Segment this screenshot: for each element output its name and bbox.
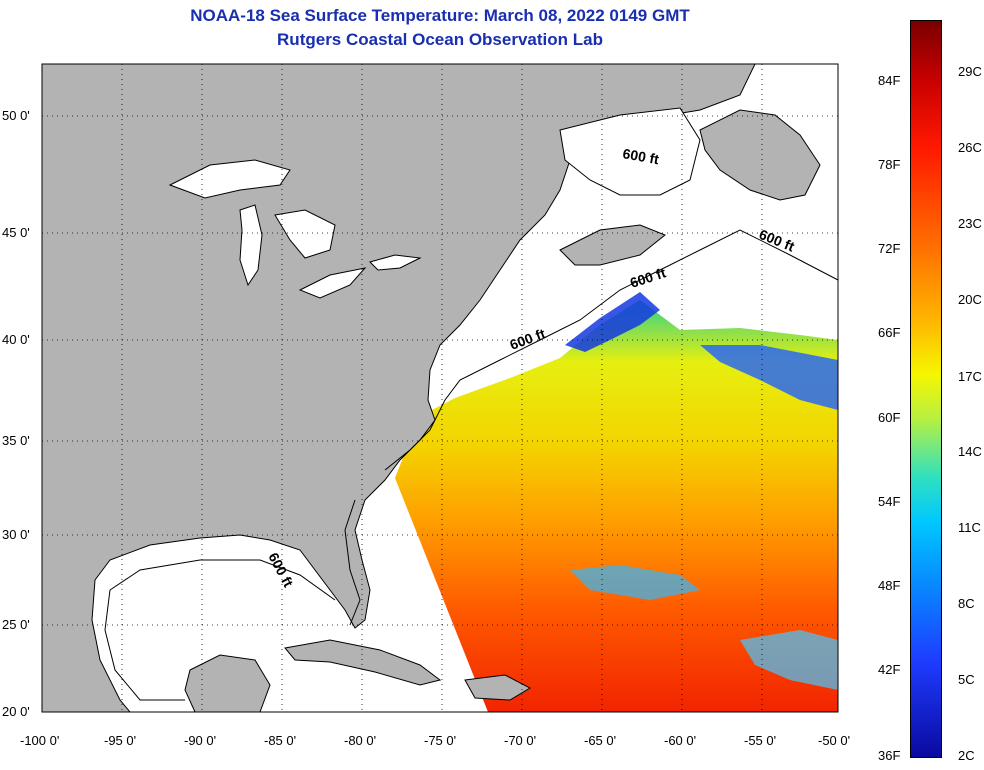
lon-label: -80 0' (344, 733, 377, 748)
cold-water-patch (700, 345, 838, 410)
map-title: NOAA-18 Sea Surface Temperature: March 0… (190, 6, 690, 25)
depth-contour-line (344, 499, 361, 626)
north-america-land (42, 64, 756, 712)
lat-label: 30 0' (2, 527, 30, 542)
sst-swath (395, 300, 838, 712)
temperature-colorbar (910, 20, 942, 758)
lon-label: -75 0' (424, 733, 457, 748)
colorbar-c-label: 23C (958, 216, 982, 231)
lat-label: 45 0' (2, 225, 30, 240)
lon-label: -60 0' (664, 733, 697, 748)
map-frame (41, 63, 839, 713)
cold-water-patch (565, 292, 660, 352)
colorbar-c-label: 8C (958, 596, 975, 611)
colorbar-c-label: 20C (958, 292, 982, 307)
nova-scotia-land (559, 224, 666, 266)
lon-label: -100 0' (20, 733, 60, 748)
lat-label: 40 0' (2, 332, 30, 347)
lon-label: -65 0' (584, 733, 617, 748)
colorbar-f-label: 84F (878, 73, 901, 88)
yucatan-land (184, 654, 271, 712)
colorbar-f-label: 72F (878, 241, 901, 256)
cool-water-patch (740, 630, 838, 690)
hispaniola-land (464, 674, 532, 701)
lake-ontario (369, 254, 422, 271)
lake-michigan (239, 204, 263, 287)
depth-contour-line (104, 559, 336, 701)
lon-label: -95 0' (104, 733, 137, 748)
st-lawrence-gulf (559, 107, 701, 196)
colorbar-c-label: 14C (958, 444, 982, 459)
depth-contour-line (384, 229, 838, 471)
cool-water-patch (570, 565, 700, 600)
colorbar-c-label: 2C (958, 748, 975, 763)
map-grid (42, 64, 838, 712)
lake-huron (274, 209, 336, 259)
colorbar-c-label: 17C (958, 369, 982, 384)
colorbar-c-label: 29C (958, 64, 982, 79)
lat-label: 50 0' (2, 108, 30, 123)
lon-label: -70 0' (504, 733, 537, 748)
lon-label: -55 0' (744, 733, 777, 748)
contour-label: 600 ft (621, 145, 660, 167)
colorbar-f-label: 48F (878, 578, 901, 593)
colorbar-f-label: 60F (878, 410, 901, 425)
lake-superior (168, 159, 291, 199)
lat-label: 25 0' (2, 617, 30, 632)
lat-label: 35 0' (2, 433, 30, 448)
lon-label: -85 0' (264, 733, 297, 748)
lat-label: 20 0' (2, 704, 30, 719)
colorbar-c-label: 26C (958, 140, 982, 155)
colorbar-f-label: 36F (878, 748, 901, 763)
colorbar-c-label: 11C (958, 520, 981, 535)
cuba-land (284, 639, 442, 686)
lon-label: -90 0' (184, 733, 217, 748)
colorbar-f-label: 42F (878, 662, 901, 677)
newfoundland-land (699, 109, 821, 201)
lon-label: -50 0' (818, 733, 851, 748)
lake-erie (298, 267, 367, 299)
colorbar-f-label: 66F (878, 325, 901, 340)
map-subtitle: Rutgers Coastal Ocean Observation Lab (277, 30, 603, 49)
colorbar-c-label: 5C (958, 672, 975, 687)
colorbar-f-label: 78F (878, 157, 901, 172)
colorbar-f-label: 54F (878, 494, 901, 509)
